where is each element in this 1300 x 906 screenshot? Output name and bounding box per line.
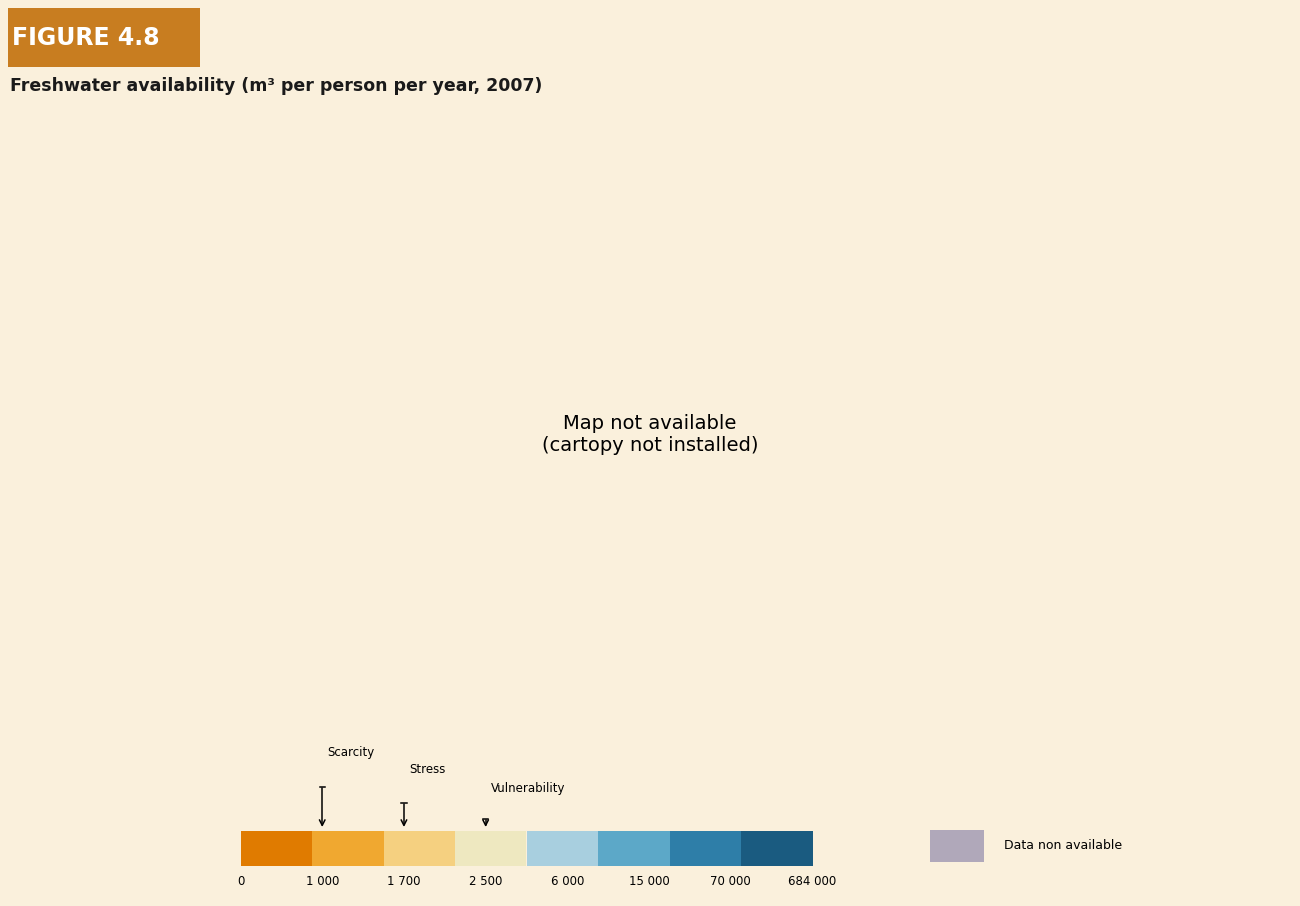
Text: 0: 0 (237, 875, 244, 888)
Text: Map not available
(cartopy not installed): Map not available (cartopy not installed… (542, 414, 758, 456)
Bar (670, 832, 741, 866)
Text: 6 000: 6 000 (551, 875, 584, 888)
Text: 15 000: 15 000 (629, 875, 670, 888)
Text: Data non available: Data non available (1004, 839, 1122, 853)
Text: 2 500: 2 500 (469, 875, 502, 888)
Bar (240, 832, 312, 866)
Text: 684 000: 684 000 (788, 875, 837, 888)
Text: FIGURE 4.8: FIGURE 4.8 (12, 26, 160, 50)
Bar (741, 832, 812, 866)
Text: Scarcity: Scarcity (328, 746, 374, 758)
Bar (312, 832, 384, 866)
Bar (598, 832, 670, 866)
Text: Stress: Stress (410, 763, 446, 776)
Bar (455, 832, 526, 866)
Text: Freshwater availability (m³ per person per year, 2007): Freshwater availability (m³ per person p… (10, 77, 543, 94)
Text: 1 700: 1 700 (387, 875, 421, 888)
Text: 70 000: 70 000 (710, 875, 751, 888)
Bar (384, 832, 455, 866)
Text: Vulnerability: Vulnerability (491, 782, 566, 795)
Bar (526, 832, 598, 866)
Text: 1 000: 1 000 (306, 875, 339, 888)
Bar (930, 830, 984, 862)
FancyBboxPatch shape (8, 7, 200, 67)
